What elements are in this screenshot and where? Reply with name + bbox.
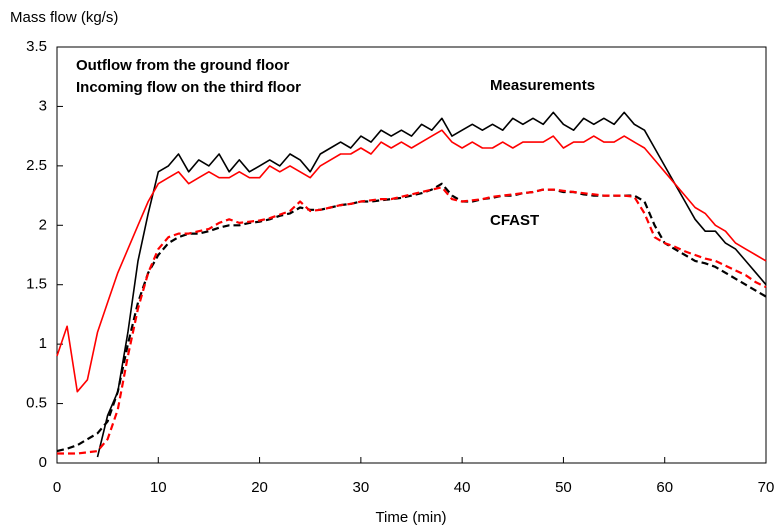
x-tick-label: 10 <box>150 479 167 496</box>
measurement-line <box>56 129 767 393</box>
legend-entry: Incoming flow on the third floor <box>76 79 301 96</box>
y-tick-label: 0 <box>39 454 47 471</box>
x-tick-label: 60 <box>656 479 673 496</box>
y-axis-label: Mass flow (kg/s) <box>10 9 118 26</box>
model-line <box>57 186 767 455</box>
legend-entry: Outflow from the ground floor <box>76 57 289 74</box>
y-tick-label: 2.5 <box>26 157 47 174</box>
x-tick-label: 30 <box>353 479 370 496</box>
y-tick-label: 1.5 <box>26 276 47 293</box>
x-tick-label: 70 <box>758 479 775 496</box>
annotation: Measurements <box>490 77 595 94</box>
y-tick-label: 3 <box>39 97 47 114</box>
x-axis-label: Time (min) <box>375 509 446 526</box>
plot-frame <box>56 46 767 464</box>
x-tick-label: 0 <box>53 479 61 496</box>
x-tick-label: 40 <box>454 479 471 496</box>
y-tick-label: 0.5 <box>26 395 47 412</box>
annotation: CFAST <box>490 212 539 229</box>
y-tick-label: 2 <box>39 216 47 233</box>
x-tick-label: 50 <box>555 479 572 496</box>
x-tick-label: 20 <box>251 479 268 496</box>
measurement-line <box>96 111 767 458</box>
y-tick-label: 1 <box>39 335 47 352</box>
y-tick-label: 3.5 <box>26 38 47 55</box>
model-line <box>56 182 767 453</box>
